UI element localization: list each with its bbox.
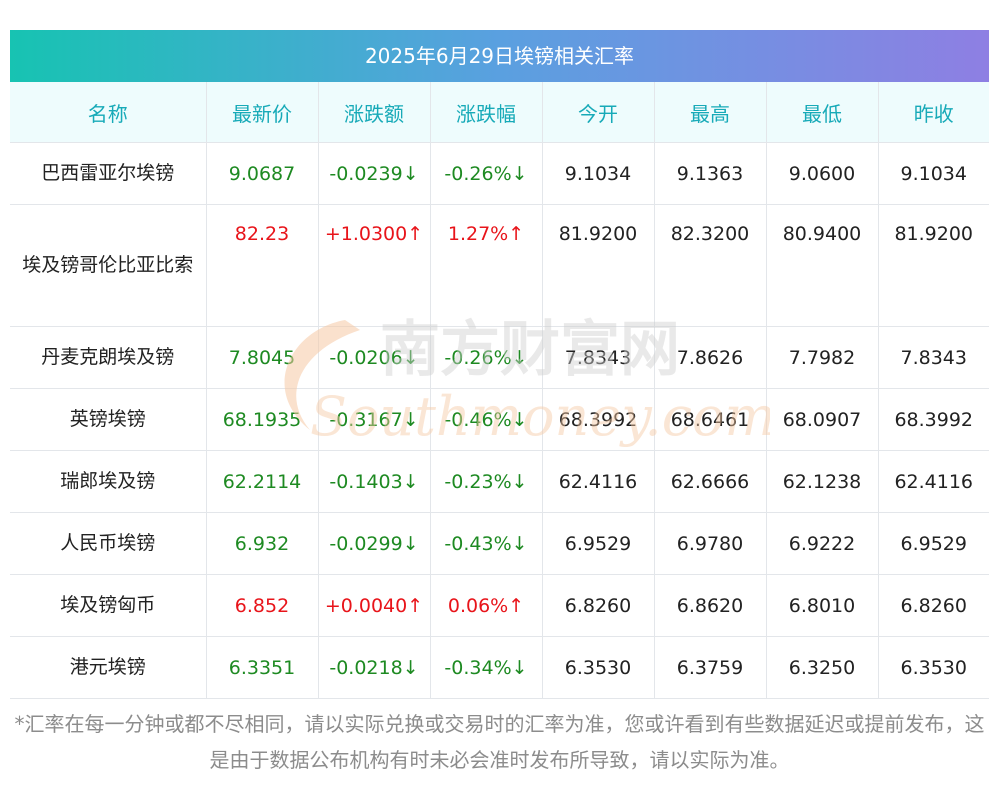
cell-high: 6.8620 [654,574,767,637]
cell-prev: 7.8343 [878,326,989,389]
cell-change: -0.0239↓ [318,142,431,205]
cell-low: 9.0600 [766,142,879,205]
cell-open: 68.3992 [542,388,655,451]
cell-pct: -0.43%↓ [430,512,543,575]
cell-prev: 6.3530 [878,636,989,699]
cell-latest: 68.1935 [206,388,319,451]
header-high: 最高 [654,82,767,143]
table-row: 巴西雷亚尔埃镑 9.0687 -0.0239↓ -0.26%↓ 9.1034 9.1363… [10,142,989,205]
cell-high: 68.6461 [654,388,767,451]
cell-change: +0.0040↑ [318,574,431,637]
cell-open: 6.8260 [542,574,655,637]
cell-low: 6.9222 [766,512,879,575]
exchange-rate-table: 名称 最新价 涨跌额 涨跌幅 今开 最高 最低 昨收 巴西雷亚尔埃镑 9.0687… [10,82,989,699]
cell-high: 82.3200 [654,204,767,327]
cell-latest: 7.8045 [206,326,319,389]
currency-pair-name: 埃及镑匈币 [10,574,207,637]
cell-open: 9.1034 [542,142,655,205]
table-row: 瑞郎埃及镑 62.2114 -0.1403↓ -0.23%↓ 62.4116 62.666… [10,450,989,513]
cell-change: -0.0218↓ [318,636,431,699]
cell-latest: 62.2114 [206,450,319,513]
cell-pct: -0.26%↓ [430,142,543,205]
currency-pair-name: 埃及镑哥伦比亚比索 [10,204,207,327]
table-row: 英镑埃镑 68.1935 -0.3167↓ -0.46%↓ 68.3992 68.6461… [10,388,989,451]
cell-prev: 62.4116 [878,450,989,513]
currency-pair-name: 瑞郎埃及镑 [10,450,207,513]
cell-open: 62.4116 [542,450,655,513]
cell-open: 7.8343 [542,326,655,389]
cell-prev: 68.3992 [878,388,989,451]
cell-open: 81.9200 [542,204,655,327]
cell-pct: 1.27%↑ [430,204,543,327]
header-low: 最低 [766,82,879,143]
cell-latest: 82.23 [206,204,319,327]
table-row: 埃及镑哥伦比亚比索 82.23 +1.0300↑ 1.27%↑ 81.9200 82.32… [10,204,989,327]
cell-low: 6.3250 [766,636,879,699]
currency-pair-name: 丹麦克朗埃及镑 [10,326,207,389]
cell-pct: -0.34%↓ [430,636,543,699]
cell-high: 6.9780 [654,512,767,575]
cell-latest: 9.0687 [206,142,319,205]
header-pct: 涨跌幅 [430,82,543,143]
cell-open: 6.3530 [542,636,655,699]
cell-low: 62.1238 [766,450,879,513]
table-title: 2025年6月29日埃镑相关汇率 [10,30,989,82]
cell-change: -0.3167↓ [318,388,431,451]
cell-low: 6.8010 [766,574,879,637]
cell-low: 7.7982 [766,326,879,389]
cell-high: 9.1363 [654,142,767,205]
table-row: 人民币埃镑 6.932 -0.0299↓ -0.43%↓ 6.9529 6.9780 6.9… [10,512,989,575]
disclaimer-footnote: *汇率在每一分钟或都不尽相同，请以实际兑换或交易时的汇率为准，您或许看到有些数据… [14,712,985,772]
cell-change: -0.0206↓ [318,326,431,389]
currency-pair-name: 人民币埃镑 [10,512,207,575]
cell-prev: 81.9200 [878,204,989,327]
currency-pair-name: 巴西雷亚尔埃镑 [10,142,207,205]
header-prev: 昨收 [878,82,989,143]
cell-pct: -0.46%↓ [430,388,543,451]
currency-pair-name: 港元埃镑 [10,636,207,699]
cell-latest: 6.852 [206,574,319,637]
cell-latest: 6.932 [206,512,319,575]
header-change: 涨跌额 [318,82,431,143]
table-row: 丹麦克朗埃及镑 7.8045 -0.0206↓ -0.26%↓ 7.8343 7.8626… [10,326,989,389]
rate-table-container: 2025年6月29日埃镑相关汇率 名称 最新价 涨跌额 涨跌幅 今开 最高 最低… [10,30,989,699]
cell-pct: 0.06%↑ [430,574,543,637]
cell-open: 6.9529 [542,512,655,575]
currency-pair-name: 英镑埃镑 [10,388,207,451]
cell-latest: 6.3351 [206,636,319,699]
cell-low: 68.0907 [766,388,879,451]
cell-pct: -0.23%↓ [430,450,543,513]
header-latest: 最新价 [206,82,319,143]
cell-low: 80.9400 [766,204,879,327]
cell-prev: 6.9529 [878,512,989,575]
cell-high: 6.3759 [654,636,767,699]
cell-prev: 6.8260 [878,574,989,637]
cell-pct: -0.26%↓ [430,326,543,389]
cell-high: 62.6666 [654,450,767,513]
table-row: 港元埃镑 6.3351 -0.0218↓ -0.34%↓ 6.3530 6.3759 6.3… [10,636,989,699]
table-row: 埃及镑匈币 6.852 +0.0040↑ 0.06%↑ 6.8260 6.8620 6.80… [10,574,989,637]
cell-change: -0.1403↓ [318,450,431,513]
cell-high: 7.8626 [654,326,767,389]
header-row: 名称 最新价 涨跌额 涨跌幅 今开 最高 最低 昨收 [10,82,989,143]
header-open: 今开 [542,82,655,143]
cell-change: +1.0300↑ [318,204,431,327]
cell-change: -0.0299↓ [318,512,431,575]
header-name: 名称 [10,82,207,143]
cell-prev: 9.1034 [878,142,989,205]
